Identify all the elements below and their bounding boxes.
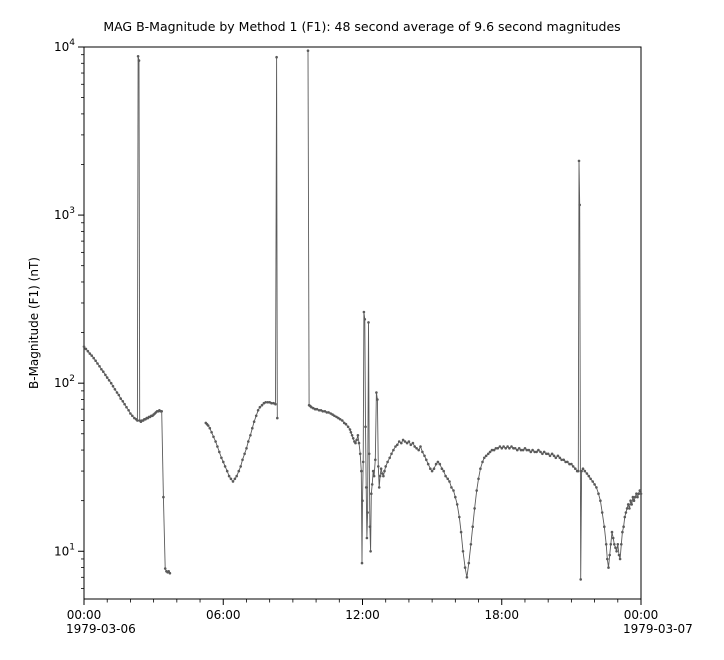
x-minor-ticks — [106, 599, 619, 603]
y-tick-label: 103 — [54, 206, 75, 222]
data-line-segment — [307, 50, 642, 580]
x-tick-label: 06:00 — [206, 608, 241, 622]
data-line-segment — [83, 56, 171, 574]
x-date-label: 1979-03-07 — [623, 622, 693, 636]
y-tick-label: 101 — [54, 542, 75, 558]
y-minor-ticks — [81, 54, 84, 589]
x-tick-label: 18:00 — [484, 608, 519, 622]
data-points — [82, 49, 643, 581]
y-axis-ticks: 101 102 103 104 — [54, 38, 84, 558]
x-tick-label: 00:00 — [624, 608, 659, 622]
x-axis-ticks: 00:00 06:00 12:00 18:00 00:00 — [67, 599, 659, 622]
x-date-label: 1979-03-06 — [66, 622, 136, 636]
x-tick-label: 00:00 — [67, 608, 102, 622]
y-tick-label: 102 — [54, 374, 75, 390]
x-tick-label: 12:00 — [345, 608, 380, 622]
data-line-segment — [205, 57, 278, 483]
x-date-labels: 1979-03-06 1979-03-07 — [66, 622, 693, 636]
chart-title: MAG B-Magnitude by Method 1 (F1): 48 sec… — [103, 19, 620, 34]
y-axis-label: B-Magnitude (F1) (nT) — [27, 257, 41, 389]
y-tick-label: 104 — [54, 38, 75, 54]
